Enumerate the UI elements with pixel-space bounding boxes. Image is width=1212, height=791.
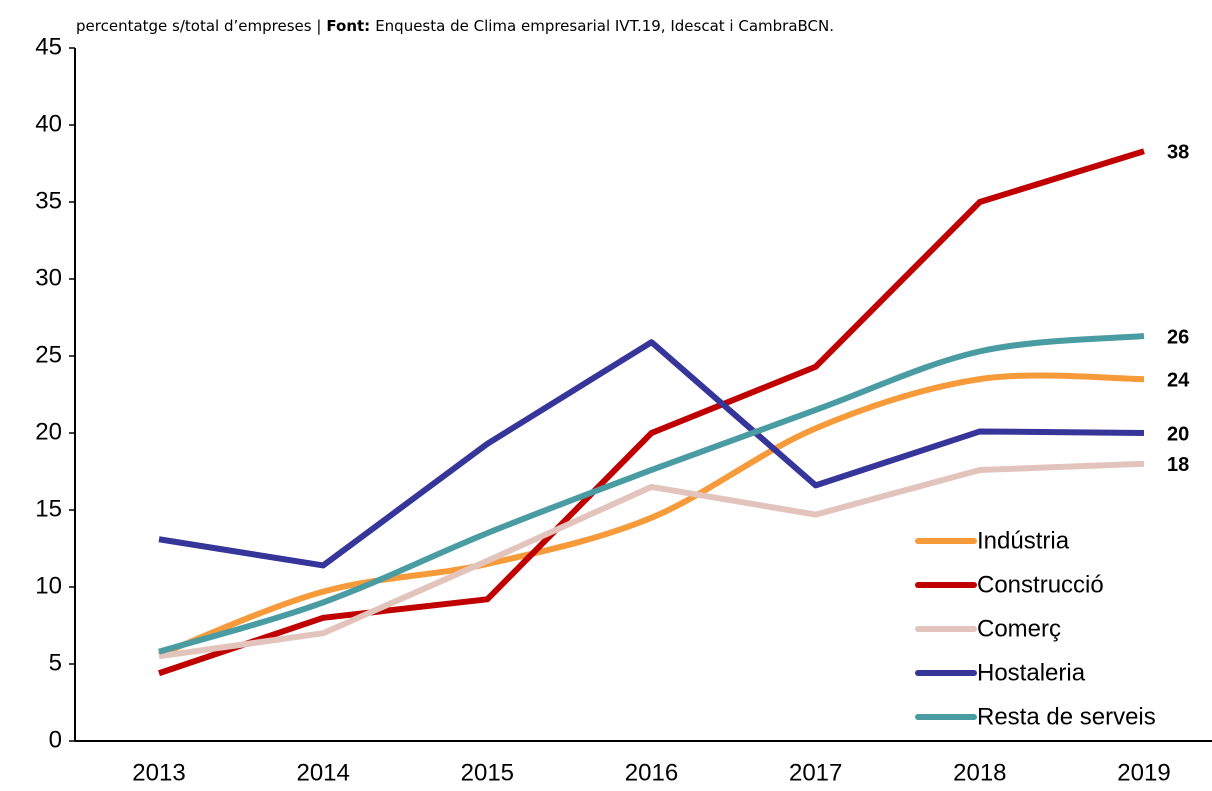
chart-subtitle: percentatge s/total d’empreses | Font: Enq… bbox=[76, 17, 834, 35]
y-tick-label: 15 bbox=[35, 495, 62, 522]
y-tick-label: 20 bbox=[35, 418, 62, 445]
x-tick-label: 2017 bbox=[789, 759, 842, 786]
legend-label: Indústria bbox=[977, 527, 1070, 554]
x-tick-label: 2019 bbox=[1117, 759, 1170, 786]
legend-label: Construcció bbox=[977, 571, 1104, 598]
x-tick-label: 2014 bbox=[296, 759, 349, 786]
y-tick-label: 25 bbox=[35, 341, 62, 368]
source-label: Font: bbox=[326, 17, 370, 35]
x-tick-label: 2018 bbox=[953, 759, 1006, 786]
y-tick-label: 40 bbox=[35, 110, 62, 137]
series-line bbox=[157, 372, 1145, 658]
x-tick-label: 2013 bbox=[132, 759, 185, 786]
legend-label: Resta de serveis bbox=[977, 703, 1156, 730]
y-tick-label: 10 bbox=[35, 572, 62, 599]
value-label: 24 bbox=[1167, 369, 1190, 391]
series-line bbox=[158, 148, 1145, 677]
value-label: 26 bbox=[1167, 326, 1189, 348]
value-label: 38 bbox=[1167, 141, 1189, 163]
source: Enquesta de Clima empresarial IVT.19, Id… bbox=[375, 17, 834, 35]
y-tick-label: 35 bbox=[35, 187, 62, 214]
value-label: 18 bbox=[1167, 454, 1189, 476]
y-tick-label: 45 bbox=[35, 33, 62, 60]
legend-label: Hostaleria bbox=[977, 659, 1086, 686]
series-line bbox=[158, 339, 1145, 569]
y-tick-label: 30 bbox=[35, 264, 62, 291]
y-tick-label: 0 bbox=[49, 726, 62, 753]
subtitle: percentatge s/total d’empreses | bbox=[76, 17, 321, 35]
x-tick-label: 2015 bbox=[461, 759, 514, 786]
y-tick-label: 5 bbox=[49, 649, 62, 676]
series-line bbox=[158, 460, 1145, 660]
value-label: 20 bbox=[1167, 423, 1189, 445]
series-line bbox=[158, 332, 1145, 655]
legend-label: Comerç bbox=[977, 615, 1061, 642]
x-tick-label: 2016 bbox=[625, 759, 678, 786]
